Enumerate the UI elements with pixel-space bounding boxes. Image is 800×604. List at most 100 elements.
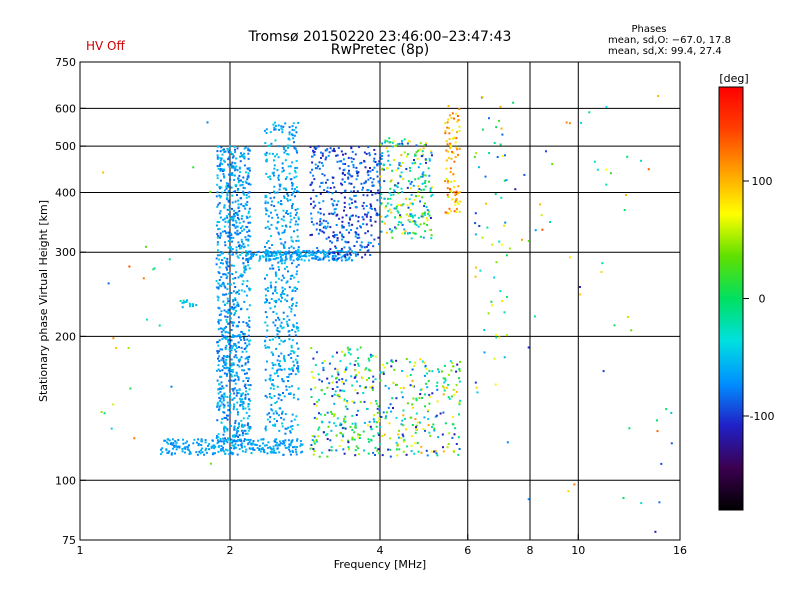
data-point [421,360,424,363]
data-point [297,387,300,390]
data-point [226,196,229,199]
data-point [459,360,461,363]
data-point [391,397,394,400]
data-point [447,105,450,108]
data-point [370,385,373,388]
data-point [605,168,608,171]
data-point [237,256,240,259]
data-point [331,181,334,184]
data-point [218,383,221,386]
data-point [226,356,228,359]
data-point [171,443,174,446]
data-point [235,221,238,224]
data-point [360,246,363,249]
data-point [349,252,352,255]
data-point [397,223,400,226]
data-point [290,440,293,443]
data-point [443,386,446,389]
data-point [287,426,290,429]
data-point [280,293,282,296]
data-point [428,229,431,232]
data-point [247,426,250,429]
data-point [351,202,354,204]
data-point [274,363,277,366]
data-point [420,155,423,158]
data-point [277,178,280,181]
data-point [225,262,228,264]
data-point [408,198,411,201]
data-point [203,453,206,456]
data-point [249,221,252,224]
data-point [217,287,220,290]
data-point [223,404,226,407]
data-point [234,277,237,280]
data-point [283,444,286,447]
data-point [295,211,298,214]
data-point [265,298,268,301]
data-point [325,434,328,437]
data-point [381,220,384,223]
data-point [326,433,329,436]
data-point [359,162,362,165]
data-point [225,187,228,190]
data-point [447,150,449,153]
data-point [241,424,243,427]
data-point [231,453,234,456]
data-point [318,378,321,381]
data-point [275,254,278,257]
data-point [367,357,370,360]
data-point [264,339,267,342]
data-point [319,251,322,254]
data-point [512,101,515,104]
data-point [188,449,191,452]
data-point [343,398,346,401]
data-point [423,361,426,364]
data-point [399,204,402,207]
data-point [287,213,289,215]
data-point [424,185,427,188]
data-point [372,435,375,438]
data-point [449,147,452,150]
data-point [431,193,434,196]
data-point [237,435,239,438]
data-point [362,392,365,394]
data-point [249,288,252,290]
data-point [277,201,280,204]
data-point [271,367,274,370]
data-point [216,233,219,236]
data-point [277,124,280,127]
data-point [423,205,426,207]
data-point [284,259,287,262]
data-point [279,442,282,445]
data-point [273,164,276,167]
data-point [223,366,226,369]
data-point [327,222,329,225]
data-point [295,327,298,330]
data-point [297,246,300,249]
data-point [287,439,290,442]
data-point [337,373,340,376]
data-point [411,162,414,165]
data-point [327,154,330,157]
data-point [369,170,372,173]
data-point [508,247,511,250]
data-point [355,374,358,377]
data-point [453,160,456,163]
data-point [331,375,334,378]
data-point [262,448,265,451]
data-point [660,462,663,465]
data-point [406,142,409,145]
data-point [248,425,251,428]
data-point [226,429,229,432]
data-point [338,378,341,381]
data-point [217,286,220,289]
data-point [320,157,322,159]
data-point [240,238,243,241]
data-point [383,366,386,369]
data-point [458,413,460,416]
data-point [415,399,418,402]
data-point [236,364,239,367]
data-point [221,385,224,388]
